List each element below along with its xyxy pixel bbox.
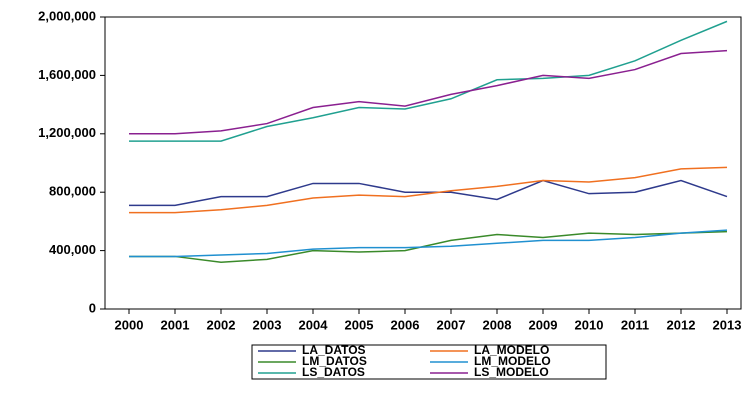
series-line xyxy=(129,20,728,142)
x-tick-label: 2013 xyxy=(713,317,742,332)
plot-frame xyxy=(104,16,742,310)
x-tick-label: 2008 xyxy=(483,317,512,332)
x-tick-label: 2005 xyxy=(345,317,374,332)
legend-label: LM_DATOS xyxy=(302,354,367,368)
x-tick-label: 2000 xyxy=(115,317,144,332)
y-tick-label: 800,000 xyxy=(49,184,96,199)
y-tick-label: 400,000 xyxy=(49,242,96,257)
legend-label: LA_MODELO xyxy=(474,343,549,357)
legend-label: LS_DATOS xyxy=(302,365,365,379)
series-line xyxy=(129,229,728,258)
x-tick-label: 2012 xyxy=(667,317,696,332)
x-tick-label: 2007 xyxy=(437,317,466,332)
y-tick-label: 2,000,000 xyxy=(38,8,96,23)
legend-label: LA_DATOS xyxy=(302,343,366,357)
legend-box xyxy=(251,344,607,380)
y-tick-label: 1,200,000 xyxy=(38,125,96,140)
x-tick-label: 2010 xyxy=(575,317,604,332)
series-line xyxy=(129,179,728,207)
series-line xyxy=(129,166,728,214)
x-tick-label: 2009 xyxy=(529,317,558,332)
x-tick-label: 2002 xyxy=(207,317,236,332)
series-line xyxy=(129,230,728,264)
x-tick-label: 2003 xyxy=(253,317,282,332)
x-tick-label: 2004 xyxy=(299,317,329,332)
series-line xyxy=(129,49,728,135)
x-tick-label: 2006 xyxy=(391,317,420,332)
legend-label: LM_MODELO xyxy=(474,354,551,368)
y-tick-label: 1,600,000 xyxy=(38,67,96,82)
legend-label: LS_MODELO xyxy=(474,365,549,379)
x-tick-label: 2011 xyxy=(621,317,649,332)
x-tick-label: 2001 xyxy=(161,317,190,332)
y-tick-label: 0 xyxy=(89,300,96,315)
